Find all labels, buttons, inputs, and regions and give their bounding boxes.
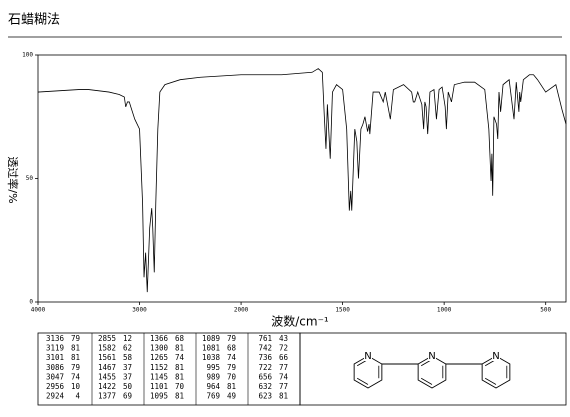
peak-wavenumber: 1145 <box>150 372 168 381</box>
peak-wavenumber: 2924 <box>46 392 65 401</box>
peak-transmittance: 4 <box>75 392 80 401</box>
peak-transmittance: 58 <box>123 353 133 362</box>
peak-transmittance: 79 <box>227 334 236 343</box>
atom-label: N <box>492 351 499 362</box>
peak-wavenumber: 1038 <box>202 353 221 362</box>
peak-wavenumber: 3119 <box>46 344 64 353</box>
double-bond <box>356 377 369 385</box>
peak-wavenumber: 1265 <box>150 353 168 362</box>
peak-wavenumber: 1300 <box>150 344 169 353</box>
peak-wavenumber: 995 <box>206 363 220 372</box>
peak-wavenumber: 2956 <box>46 382 65 391</box>
y-tick-label: 100 <box>22 52 33 59</box>
peak-transmittance: 81 <box>71 344 80 353</box>
peak-transmittance: 70 <box>175 382 185 391</box>
peak-transmittance: 68 <box>175 334 185 343</box>
y-tick-label: 50 <box>26 175 34 182</box>
atom-label: N <box>428 351 435 362</box>
peak-transmittance: 74 <box>175 353 185 362</box>
x-tick-label: 1500 <box>335 307 350 314</box>
double-bond <box>484 377 497 385</box>
peak-transmittance: 79 <box>71 334 80 343</box>
spectrum-line <box>37 68 567 293</box>
peak-transmittance: 10 <box>71 382 81 391</box>
atom-bg <box>492 351 500 361</box>
peak-transmittance: 81 <box>71 353 80 362</box>
peak-transmittance: 12 <box>123 334 132 343</box>
peak-transmittance: 70 <box>227 372 237 381</box>
peak-wavenumber: 736 <box>258 353 272 362</box>
peak-transmittance: 72 <box>279 344 288 353</box>
peak-wavenumber: 1095 <box>150 392 168 401</box>
peak-transmittance: 81 <box>227 382 236 391</box>
peak-transmittance: 66 <box>279 353 289 362</box>
peak-transmittance: 69 <box>123 392 132 401</box>
peak-wavenumber: 1081 <box>202 344 220 353</box>
peak-wavenumber: 769 <box>206 392 220 401</box>
x-tick-label: 4000 <box>31 307 46 314</box>
x-tick-label: 500 <box>540 307 551 314</box>
peak-transmittance: 74 <box>227 353 237 362</box>
peak-wavenumber: 2855 <box>98 334 116 343</box>
y-tick-label: 0 <box>29 299 33 306</box>
peak-wavenumber: 989 <box>206 372 220 381</box>
ring <box>481 355 511 389</box>
peak-transmittance: 81 <box>175 392 184 401</box>
peak-wavenumber: 632 <box>258 382 272 391</box>
peak-transmittance: 81 <box>175 363 184 372</box>
peak-transmittance: 50 <box>123 382 133 391</box>
peak-transmittance: 81 <box>175 344 184 353</box>
peak-wavenumber: 964 <box>206 382 220 391</box>
peak-wavenumber: 1422 <box>98 382 116 391</box>
peak-transmittance: 81 <box>279 392 288 401</box>
y-axis-label: 透过率/% <box>6 156 20 203</box>
peak-wavenumber: 1377 <box>98 392 116 401</box>
double-bond <box>420 377 433 385</box>
peak-wavenumber: 1366 <box>150 334 169 343</box>
x-tick-label: 3000 <box>132 307 147 314</box>
peak-transmittance: 74 <box>279 372 289 381</box>
peak-transmittance: 37 <box>123 363 132 372</box>
structure-frame <box>299 332 567 406</box>
atom-bg <box>364 351 372 361</box>
peak-transmittance: 68 <box>227 344 237 353</box>
peak-wavenumber: 623 <box>258 392 272 401</box>
atom-bg <box>428 351 436 361</box>
peak-wavenumber: 3086 <box>46 363 65 372</box>
peak-wavenumber: 742 <box>258 344 272 353</box>
peak-transmittance: 43 <box>279 334 288 343</box>
peak-transmittance: 79 <box>71 363 80 372</box>
peak-wavenumber: 656 <box>258 372 272 381</box>
peak-wavenumber: 1455 <box>98 372 116 381</box>
chart-title: 石蜡糊法 <box>8 12 60 28</box>
peak-transmittance: 81 <box>175 372 184 381</box>
peak-transmittance: 62 <box>123 344 132 353</box>
peak-wavenumber: 1101 <box>150 382 168 391</box>
x-tick-label: 1000 <box>437 307 452 314</box>
peak-wavenumber: 1582 <box>98 344 116 353</box>
peak-wavenumber: 1561 <box>98 353 116 362</box>
x-tick-label: 2000 <box>234 307 249 314</box>
plot-frame <box>37 54 567 303</box>
peak-transmittance: 77 <box>279 363 288 372</box>
peak-wavenumber: 1089 <box>202 334 220 343</box>
peak-transmittance: 77 <box>279 382 288 391</box>
peak-wavenumber: 1152 <box>150 363 168 372</box>
peak-wavenumber: 722 <box>258 363 272 372</box>
peak-wavenumber: 761 <box>258 334 272 343</box>
peak-wavenumber: 1467 <box>98 363 116 372</box>
x-axis-label: 波数/cm⁻¹ <box>271 314 329 329</box>
peak-transmittance: 37 <box>123 372 132 381</box>
peak-transmittance: 79 <box>227 363 236 372</box>
peak-transmittance: 74 <box>71 372 81 381</box>
peak-wavenumber: 3047 <box>46 372 64 381</box>
peak-wavenumber: 3101 <box>46 353 64 362</box>
peak-wavenumber: 3136 <box>46 334 65 343</box>
peak-transmittance: 49 <box>227 392 236 401</box>
atom-label: N <box>364 351 371 362</box>
